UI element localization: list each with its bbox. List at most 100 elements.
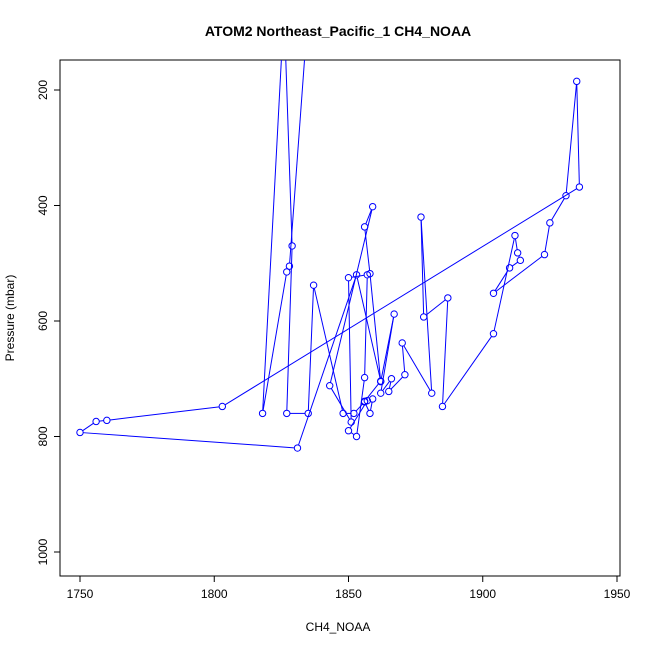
data-point [350,409,358,418]
series-segment [262,60,282,411]
data-point [540,250,549,259]
series-segment [495,256,543,292]
series-segment [262,274,287,411]
series-segment [365,209,372,225]
plot-frame [59,59,621,577]
series-segment [364,277,368,375]
series-segment [329,209,373,383]
series-segment [380,317,395,391]
data-point [283,268,291,276]
series-segment [494,270,509,291]
series-segment [443,336,493,405]
data-point [546,219,554,227]
series-segment [356,277,381,379]
data-point [575,183,584,191]
y-tick-label: 1000 [36,538,50,565]
y-axis-label: Pressure (mbar) [3,275,17,362]
data-point [283,409,291,418]
data-point [489,289,498,297]
x-axis-label: CH4_NOAA [306,620,371,634]
data-point [339,409,347,418]
series-segment [83,432,295,449]
x-tick-label: 1750 [67,587,94,601]
data-point [438,402,447,411]
series-segment [286,249,293,411]
data-point [363,396,371,405]
data-point [92,417,100,426]
series-segment [349,403,367,429]
y-axis: 200 400 600 800 1000 [36,80,60,565]
data-point [562,191,570,200]
series-segment [366,383,380,400]
data-point [366,409,374,418]
data-point [377,389,385,397]
data-point [444,294,452,302]
series-segment [511,261,519,267]
series-segment [307,288,314,411]
data-point [352,432,361,441]
data-point [344,273,353,282]
data-point [103,416,111,425]
x-tick-label: 1800 [201,587,228,601]
x-tick-label: 1900 [469,587,496,601]
y-tick-label: 600 [36,311,50,331]
data-point [489,330,498,338]
data-point [288,242,296,250]
series-segment [514,238,518,250]
series-segment [356,380,365,434]
data-point [368,202,377,211]
series-segment [289,60,306,263]
series-lines [82,60,580,449]
data-point [326,381,334,390]
series-segment [350,432,355,436]
series-segment [576,84,580,184]
data-point [293,444,302,452]
series-segment [313,288,343,411]
series-segment [565,84,577,193]
data-point [387,375,396,383]
data-point [258,409,267,418]
series-segment [403,345,431,391]
data-point [347,418,355,426]
y-tick-label: 200 [36,80,50,100]
series-segment [370,402,373,411]
series-segment [82,422,94,432]
data-point [385,387,393,396]
series-segment [544,225,550,252]
data-point [428,389,436,397]
data-point [419,313,428,321]
series-segment [551,198,565,221]
data-point [285,262,294,270]
data-point [360,373,369,382]
data-point [304,409,312,418]
data-point [513,249,522,257]
series-segment [442,301,449,404]
x-tick-label: 1950 [604,587,631,601]
data-point [516,256,525,265]
data-point [309,281,318,289]
data-point [344,427,353,435]
data-point [366,269,374,278]
data-point [390,310,398,318]
series-segment [224,188,577,406]
series-segment [388,381,392,389]
data-point [218,402,227,411]
series-segment [420,220,425,314]
y-tick-label: 800 [36,426,50,446]
x-axis: 1750 1800 1850 1900 1950 [67,576,631,601]
series-segment [109,406,220,421]
data-point [360,223,369,231]
series-segment [298,277,356,446]
data-point [511,231,519,240]
chart-title: ATOM2 Northeast_Pacific_1 CH4_NOAA [205,23,471,39]
data-point [377,377,385,385]
data-point [360,397,369,405]
data-point [505,264,514,272]
series-segment [401,346,406,372]
data-point [401,371,409,379]
data-point [76,428,84,437]
series-segment [425,299,446,316]
y-tick-label: 400 [36,195,50,215]
data-point [368,395,377,403]
series-segment [365,404,370,411]
